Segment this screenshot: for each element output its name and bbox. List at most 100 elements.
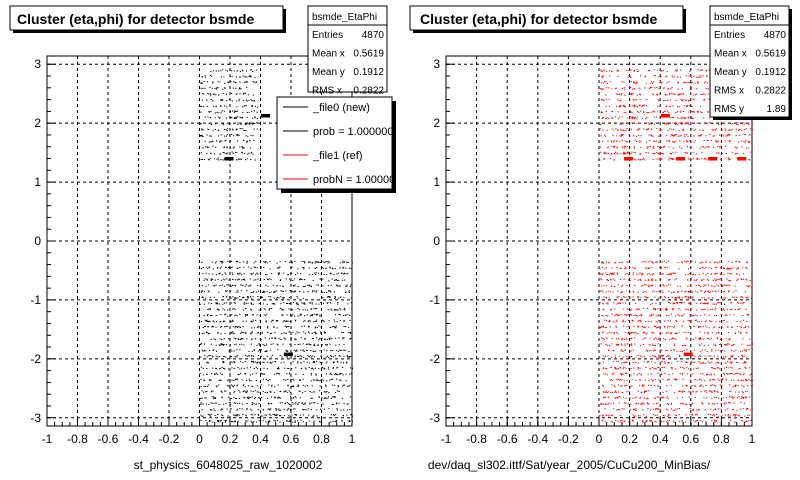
l-data-point [302,267,304,268]
r-data-point [740,419,742,421]
r-data-point [600,135,602,137]
l-data-point [348,420,350,422]
r-data-point [627,151,629,153]
r-data-point [727,414,729,416]
r-data-point [667,297,670,298]
r-data-point [607,355,609,357]
l-data-point [300,349,302,351]
l-data-point [341,420,343,422]
r-data-point [635,99,638,101]
l-data-point [313,391,315,393]
r-data-point [638,308,640,310]
l-data-point [250,408,252,410]
r-data-point [605,98,608,100]
r-data-point [735,124,738,126]
l-data-point [335,309,337,311]
l-data-point [337,374,339,376]
r-data-point [666,285,668,287]
l-data-point [337,303,339,305]
l-data-point [251,100,253,102]
r-data-point [715,362,717,364]
r-data-point [743,397,745,399]
l-data-point [208,266,210,268]
l-data-point [234,151,237,153]
l-data-point [297,286,299,288]
r-data-point [615,87,617,89]
r-data-point [631,118,633,120]
r-data-point [688,291,690,293]
r-data-point [734,386,736,388]
l-data-point [203,158,205,160]
l-data-point [215,320,218,322]
r-data-point [621,362,623,364]
l-data-point [245,124,247,126]
r-data-point [655,140,657,142]
r-data-point [720,338,722,340]
r-data-point [658,88,660,90]
r-data-point [717,140,719,142]
r-data-point [725,153,728,154]
r-data-point [742,315,744,316]
r-data-point [645,152,647,153]
r-data-point [675,278,678,280]
r-data-point [666,350,669,352]
r-data-point [741,350,744,352]
l-data-point [249,285,251,287]
r-data-point [717,397,720,399]
r-data-point [648,134,650,136]
l-data-point [276,262,278,264]
l-data-point [248,396,250,398]
r-data-point [665,349,667,351]
l-data-point [234,378,236,380]
r-data-point [744,134,746,135]
l-data-point [339,355,341,357]
l-data-point [350,338,352,339]
r-data-point [749,151,751,153]
r-data-point [715,152,718,154]
l-data-point [304,402,306,404]
r-data-point [729,338,731,340]
r-data-point [663,421,665,422]
r-data-point [606,82,609,84]
r-data-point [636,94,638,96]
l-data-point [254,390,257,392]
r-data-point [691,315,694,317]
l-data-point [292,361,294,363]
r-data-point [621,385,623,387]
l-data-point [204,140,206,142]
l-data-point [325,344,327,346]
r-data-point [701,112,703,113]
r-data-point [602,368,604,370]
r-data-point [666,309,668,311]
l-data-point [214,129,217,130]
l-data-point [220,380,222,381]
l-data-point [335,326,337,328]
r-data-point [746,331,748,333]
l-data-point [313,420,315,422]
l-data-point [258,290,260,292]
r-data-point [666,140,668,142]
l-data-point [203,379,205,381]
r-data-point [731,361,733,363]
r-data-point [670,157,672,159]
r-data-point [618,391,620,393]
l-data-point [288,390,290,392]
l-data-point [350,297,352,299]
r-data-point [670,135,672,137]
l-data-point [275,373,278,375]
l-data-point [323,379,325,381]
r-data-point [694,361,696,363]
l-data-point [219,273,221,275]
r-data-point [711,397,713,399]
l-data-point [339,296,341,298]
l-data-point [293,397,295,399]
r-data-point [633,291,635,293]
l-data-point [246,112,248,113]
l-data-point [206,99,208,101]
r-data-point [659,362,661,364]
r-data-point [658,355,660,356]
r-data-point [674,315,677,317]
l-data-point [325,362,327,364]
r-data-point [708,69,710,71]
r-data-point [599,343,601,345]
